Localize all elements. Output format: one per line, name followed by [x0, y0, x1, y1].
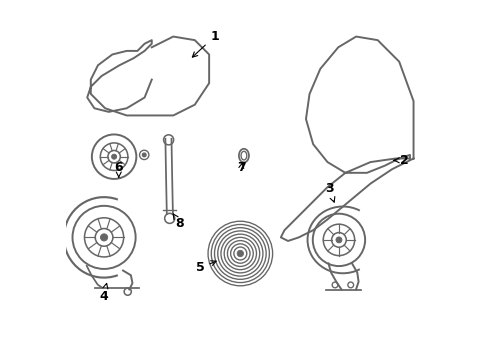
Text: 8: 8 — [173, 214, 184, 230]
Circle shape — [143, 153, 146, 157]
Text: 2: 2 — [394, 154, 409, 167]
Text: 5: 5 — [196, 261, 216, 274]
Text: 3: 3 — [325, 183, 335, 202]
Circle shape — [112, 154, 117, 159]
Circle shape — [336, 237, 342, 243]
Text: 7: 7 — [237, 161, 246, 174]
Circle shape — [100, 234, 108, 241]
Circle shape — [237, 250, 244, 257]
Text: 4: 4 — [99, 283, 108, 303]
Text: 1: 1 — [193, 30, 219, 57]
Text: 6: 6 — [115, 161, 123, 177]
